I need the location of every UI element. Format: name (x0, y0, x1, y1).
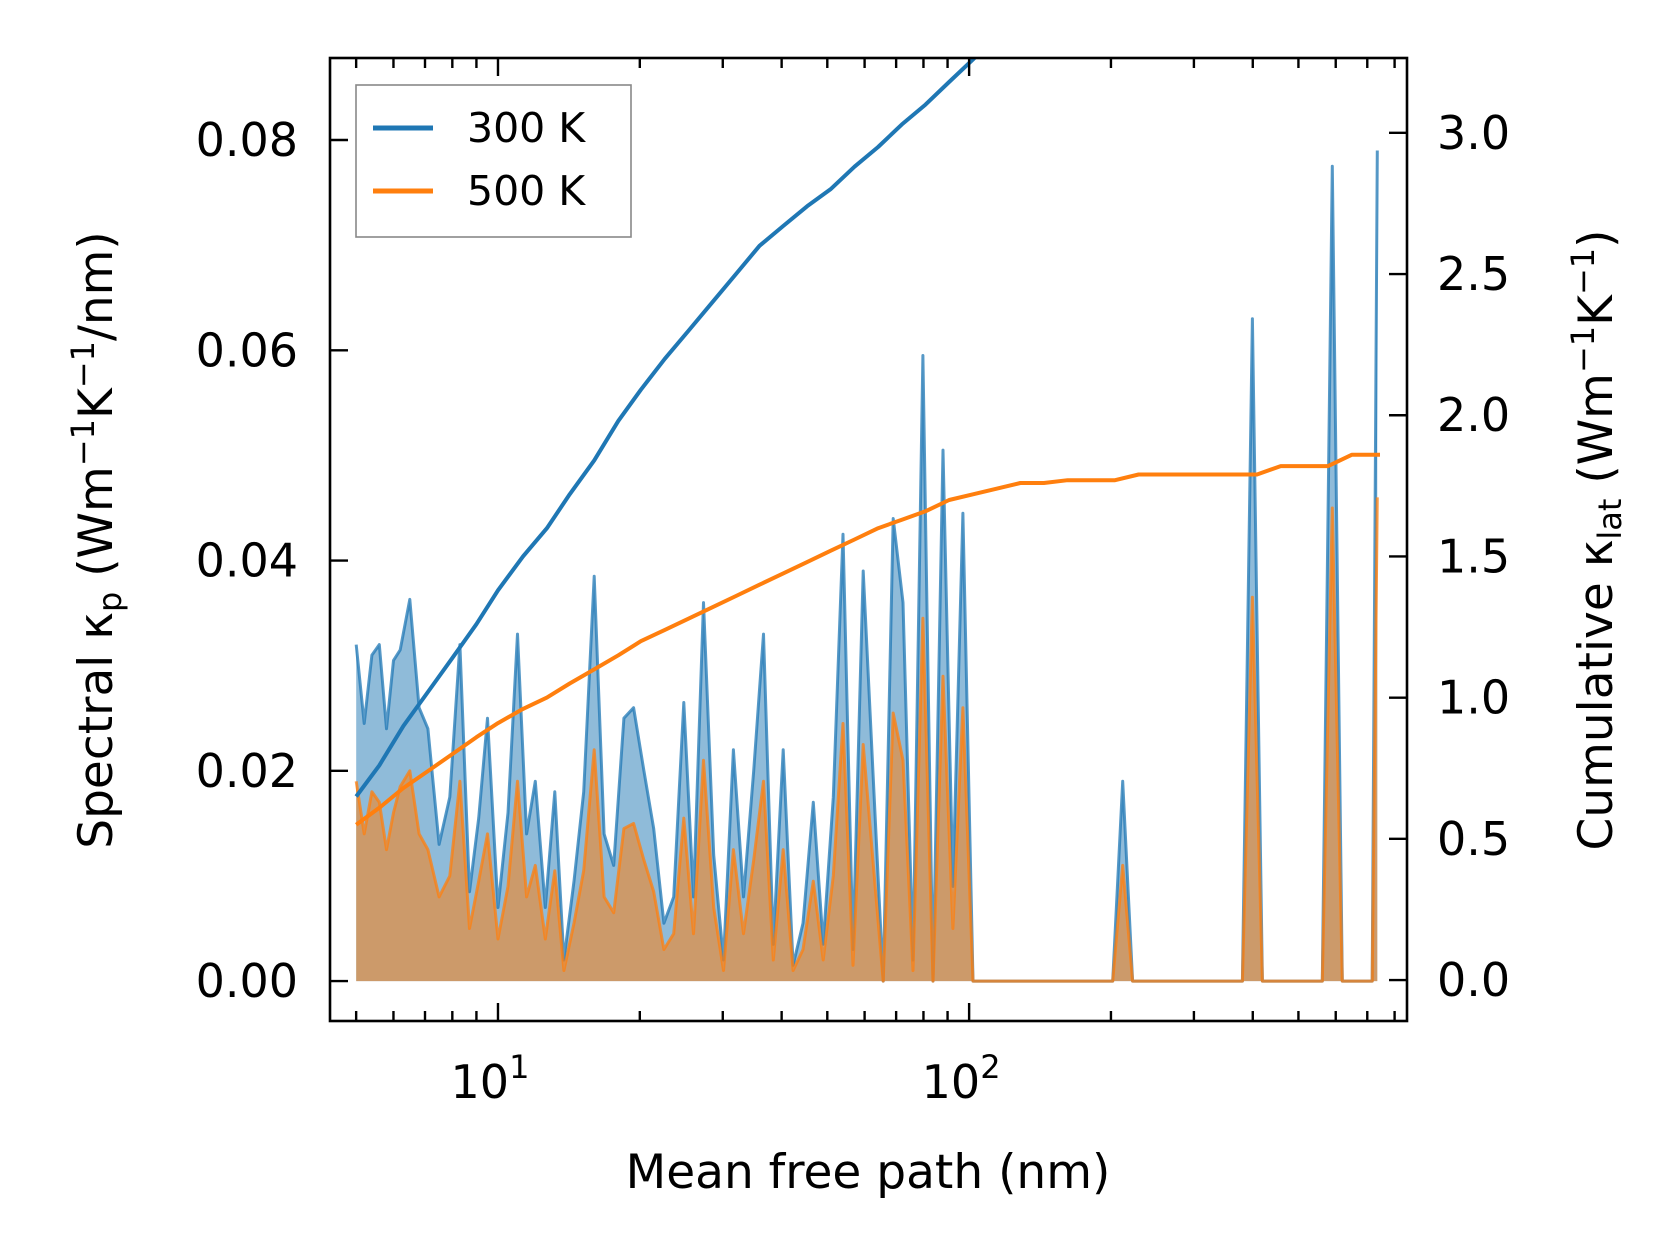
y-right-tick-label: 2.5 (1437, 247, 1510, 301)
axis-ticks (330, 58, 1407, 1021)
y-right-tick-label: 2.0 (1437, 388, 1510, 442)
legend-label-300k: 300 K (467, 104, 586, 152)
plot-frame (328, 56, 1409, 1023)
legend: 300 K 500 K (355, 84, 632, 238)
y-right-tick-label: 1.5 (1437, 529, 1510, 583)
x-tick-label: 102 (922, 1048, 1001, 1109)
y-left-tick-label: 0.02 (196, 744, 298, 798)
legend-frame (355, 84, 632, 238)
y-left-tick-label: 0.04 (196, 534, 298, 588)
y-right-tick-label: 1.0 (1437, 671, 1510, 725)
spectral-fill-500k (356, 497, 1378, 982)
axis-tick-labels: 101 102 0.00 0.02 0.04 0.06 0.08 0.0 0.5 1.0 1.5 2.… (196, 106, 1511, 1109)
spectral-line-500k (354, 497, 1379, 983)
cumulative-line-300k (354, 58, 978, 798)
y-left-tick-label: 0.08 (196, 113, 298, 167)
y-right-tick-label: 0.0 (1437, 953, 1510, 1007)
y-left-tick-label: 0.00 (196, 954, 298, 1008)
plot-area (354, 58, 1380, 983)
y-left-axis-title: Spectral κp (Wm−1K−1/nm) (64, 231, 129, 848)
y-left-tick-label: 0.06 (196, 323, 298, 377)
x-axis-title: Mean free path (nm) (626, 1145, 1111, 1200)
x-tick-label: 101 (451, 1048, 530, 1109)
y-right-tick-label: 0.5 (1437, 812, 1510, 866)
legend-label-500k: 500 K (467, 167, 586, 215)
cumulative-line-500k (355, 452, 1380, 827)
y-right-tick-label: 3.0 (1437, 106, 1510, 160)
y-right-axis-title: Cumulative κlat (Wm−1K−1) (1564, 229, 1629, 850)
